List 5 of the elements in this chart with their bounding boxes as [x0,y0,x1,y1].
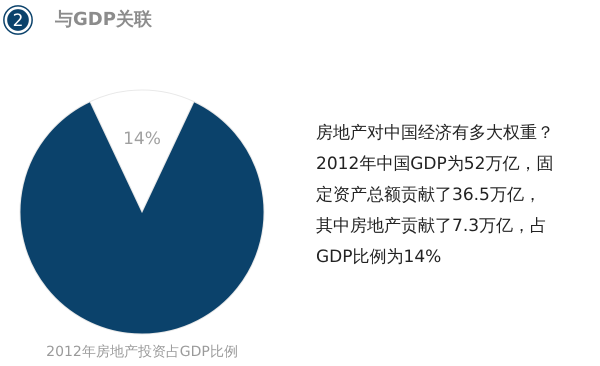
text: 2 [12,11,24,31]
text: 房地产对中国经济有多大权重？2012年中国GDP为52万亿，固定资产总额贡献了36.5万亿，其中房地产贡献了7.3万亿，占GDP比例为14% [316,123,554,267]
text: 2012年房地产投资占GDP比例 [46,344,238,360]
data-label: 14% [123,128,161,149]
chart-title: 与GDP关联 [54,9,153,30]
